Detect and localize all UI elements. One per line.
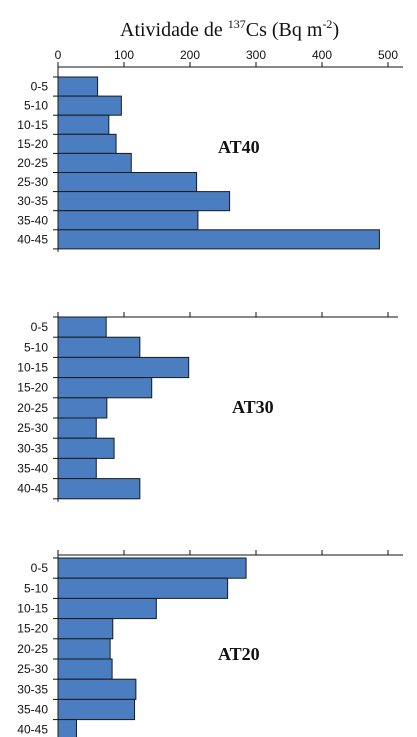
at30-panel: 0-5 5-10 10-15 15-20 20-25 25-30 30-35 35-40 40-… bbox=[17, 312, 398, 502]
at30-bar bbox=[57, 478, 141, 500]
chart-title: Atividade de 137Cs (Bq m-2) bbox=[120, 17, 339, 41]
chart-title-sup1: 137 bbox=[228, 17, 246, 31]
at40-bar bbox=[57, 172, 198, 193]
at40-bar bbox=[57, 133, 117, 154]
at20-panel: 0-5 5-10 10-15 15-20 20-25 25-30 30-35 35-40 40-… bbox=[17, 550, 403, 737]
at20-category-label: 0-5 bbox=[31, 561, 49, 575]
at30-panel-label: AT30 bbox=[232, 397, 274, 417]
at40-bar bbox=[57, 229, 380, 250]
at40-category-label: 15-20 bbox=[17, 137, 48, 151]
at40-category-label: 20-25 bbox=[17, 156, 48, 170]
at30-category-label: 20-25 bbox=[17, 401, 48, 415]
at40-x-tick-label: 400 bbox=[312, 48, 332, 62]
at20-bar bbox=[57, 618, 114, 640]
at30-bar bbox=[57, 377, 153, 399]
at40-category-label: 10-15 bbox=[17, 118, 48, 132]
at20-category-label: 35-40 bbox=[17, 703, 48, 717]
at30-bar bbox=[57, 457, 97, 480]
at20-category-label: 20-25 bbox=[17, 642, 48, 656]
at30-category-label: 10-15 bbox=[17, 361, 48, 375]
at30-bar bbox=[57, 336, 141, 358]
chart-title-mid: Cs (Bq m bbox=[246, 19, 323, 41]
at40-x-tick-label: 0 bbox=[55, 48, 62, 62]
at40-panel: 0 100 200 300 400 500 0-5 5-10 10-15 15-20 20-25 25… bbox=[17, 48, 403, 252]
at40-category-label: 35-40 bbox=[17, 213, 48, 227]
at20-bar bbox=[57, 719, 77, 737]
at40-x-tick-label: 300 bbox=[246, 48, 266, 62]
at20-bar bbox=[57, 557, 247, 579]
at40-category-label: 40-45 bbox=[17, 232, 48, 246]
at40-bar bbox=[57, 152, 132, 173]
chart-title-suffix: ) bbox=[332, 19, 339, 41]
at20-category-label: 5-10 bbox=[24, 581, 48, 595]
at40-category-label: 25-30 bbox=[17, 175, 48, 189]
at20-category-label: 15-20 bbox=[17, 622, 48, 636]
at40-bar bbox=[57, 210, 199, 231]
chart-title-prefix: Atividade de bbox=[120, 19, 228, 41]
at40-x-tick-label: 200 bbox=[180, 48, 200, 62]
at20-category-label: 40-45 bbox=[17, 723, 48, 737]
at40-category-label: 5-10 bbox=[24, 99, 48, 113]
at20-bar bbox=[57, 658, 113, 680]
at40-panel-label: AT40 bbox=[218, 137, 260, 157]
at30-category-label: 15-20 bbox=[17, 381, 48, 395]
at30-category-label: 30-35 bbox=[17, 441, 48, 455]
at20-category-label: 30-35 bbox=[17, 682, 48, 696]
at30-category-label: 25-30 bbox=[17, 421, 48, 435]
at40-bar bbox=[57, 191, 231, 212]
at40-bar bbox=[57, 95, 122, 116]
at20-bar bbox=[57, 678, 137, 700]
at30-bar bbox=[57, 316, 107, 338]
at20-category-label: 10-15 bbox=[17, 602, 48, 616]
at30-bar bbox=[57, 356, 190, 379]
at30-category-label: 0-5 bbox=[31, 320, 49, 334]
at40-bar bbox=[57, 114, 110, 135]
chart-title-sup2: -2 bbox=[322, 17, 332, 31]
at20-category-label: 25-30 bbox=[17, 662, 48, 676]
at20-bar bbox=[57, 638, 111, 660]
at30-category-label: 40-45 bbox=[17, 482, 48, 496]
at20-panel-label: AT20 bbox=[218, 644, 260, 664]
at30-bar bbox=[57, 417, 97, 439]
at30-category-label: 5-10 bbox=[24, 340, 48, 354]
at40-bar bbox=[57, 76, 99, 97]
at40-x-tick-label: 500 bbox=[378, 48, 398, 62]
at30-category-label: 35-40 bbox=[17, 462, 48, 476]
at20-bar bbox=[57, 577, 229, 599]
at40-category-label: 30-35 bbox=[17, 194, 48, 208]
at40-x-tick-label: 100 bbox=[114, 48, 134, 62]
at40-category-label: 0-5 bbox=[31, 80, 49, 94]
at30-bar bbox=[57, 437, 115, 459]
at20-bar bbox=[57, 597, 157, 620]
at30-bar bbox=[57, 397, 108, 419]
at20-bar bbox=[57, 698, 136, 721]
